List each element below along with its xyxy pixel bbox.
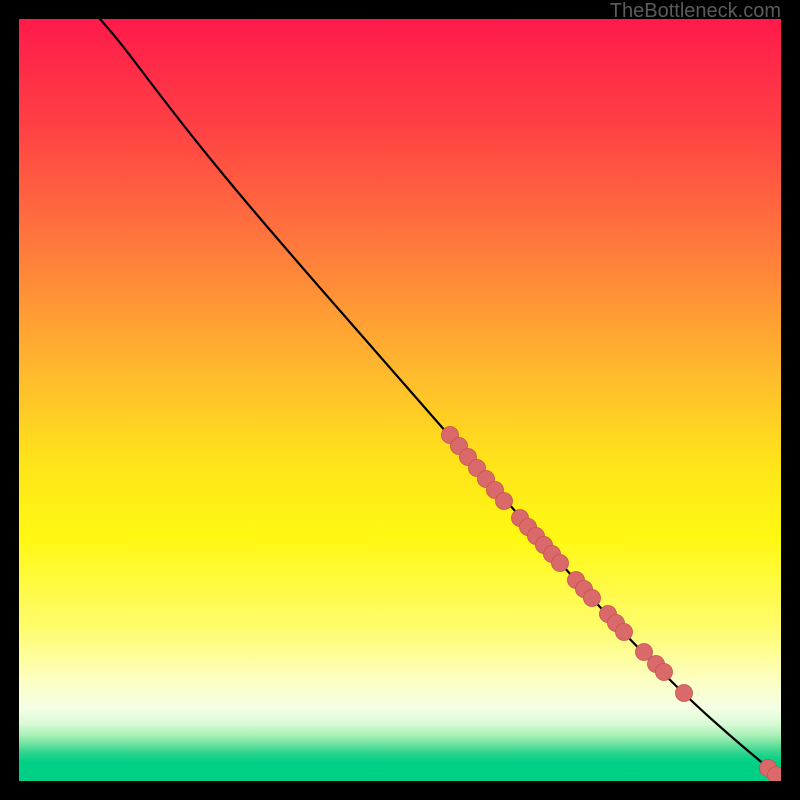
watermark-text: TheBottleneck.com (610, 0, 781, 23)
data-marker (496, 493, 513, 510)
chart-overlay-svg (19, 19, 781, 781)
plot-area (19, 19, 781, 781)
data-marker (584, 590, 601, 607)
chart-stage: TheBottleneck.com (0, 0, 800, 800)
data-marker (552, 555, 569, 572)
data-marker (676, 685, 693, 702)
marker-group (442, 427, 782, 782)
curve-line (100, 19, 779, 777)
data-marker (656, 664, 673, 681)
data-marker (616, 624, 633, 641)
